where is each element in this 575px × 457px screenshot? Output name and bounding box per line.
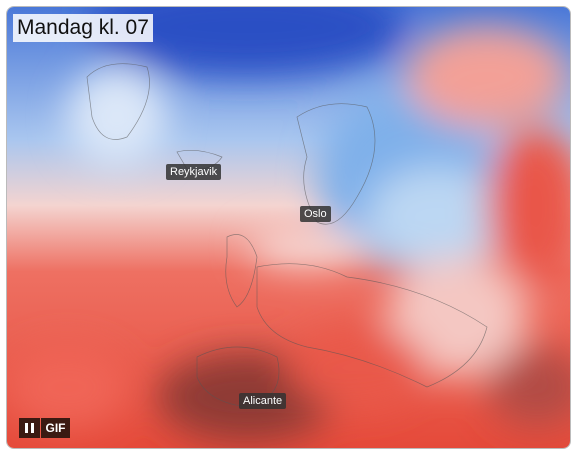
map-frame: Mandag kl. 07 Reykjavik Oslo Alicante GI… bbox=[6, 6, 571, 449]
place-label: Alicante bbox=[239, 393, 287, 409]
temperature-map bbox=[7, 7, 570, 448]
coastlines bbox=[86, 63, 488, 408]
gif-button[interactable]: GIF bbox=[41, 418, 70, 438]
map-title: Mandag kl. 07 bbox=[13, 14, 153, 42]
pause-button[interactable] bbox=[19, 418, 40, 438]
place-label: Reykjavik bbox=[166, 164, 222, 180]
place-label: Oslo bbox=[300, 206, 331, 222]
pause-icon bbox=[25, 423, 34, 433]
